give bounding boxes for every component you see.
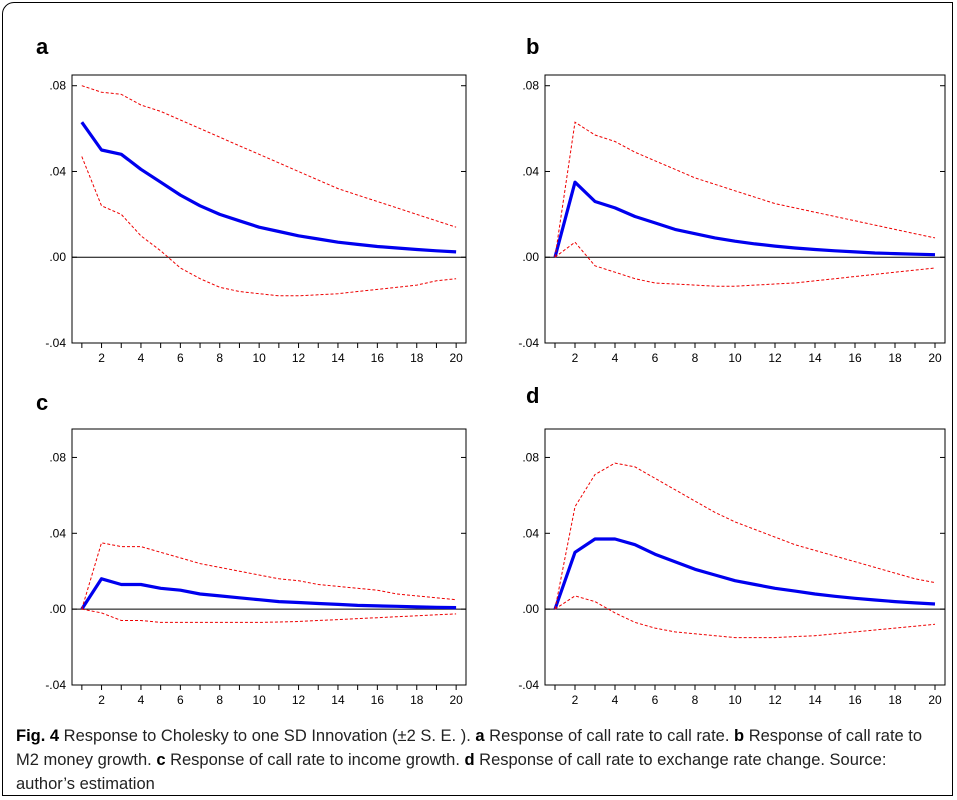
x-tick-label: 6 bbox=[652, 693, 659, 707]
x-tick-label: 20 bbox=[449, 351, 463, 365]
x-tick-label: 2 bbox=[572, 351, 579, 365]
caption-part-a-letter: a bbox=[475, 727, 485, 745]
x-tick-label: 2 bbox=[572, 693, 579, 707]
series-line-lower-c bbox=[81, 608, 457, 623]
x-tick-label: 20 bbox=[449, 693, 463, 707]
caption-part-c-letter: c bbox=[156, 751, 166, 769]
panel-label-c: c bbox=[36, 390, 48, 415]
y-tick-label: .00 bbox=[49, 250, 66, 264]
caption-part-b-text: Response of call rate to M2 money growth… bbox=[16, 727, 923, 769]
x-tick-label: 14 bbox=[331, 693, 345, 707]
plot-frame-d bbox=[544, 428, 946, 686]
caption-part-a-text: Response of call rate to call rate. bbox=[484, 727, 735, 745]
figure-charts: a -.04 .00 .04 .08 2 4 6 8 10 12 14 16 18 20 b -.04 .00 .0… bbox=[36, 34, 946, 707]
y-tick-label: -.04 bbox=[45, 678, 66, 692]
y-tick-label: .08 bbox=[522, 79, 539, 93]
y-tick-label: -.04 bbox=[518, 678, 539, 692]
caption-part-d-letter: d bbox=[464, 751, 475, 769]
x-tick-label: 4 bbox=[612, 351, 619, 365]
plot-frame-c bbox=[71, 428, 467, 686]
chart-panel-d: d -.04 .00 .04 .08 2 4 6 8 10 12 14 16 18 20 bbox=[518, 383, 946, 707]
x-tick-label: 8 bbox=[692, 351, 699, 365]
x-tick-label: 20 bbox=[928, 351, 942, 365]
series-line-lower-d bbox=[554, 595, 936, 639]
panel-label-b: b bbox=[526, 34, 539, 59]
y-tick-label: .08 bbox=[49, 79, 66, 93]
y-tick-label: .04 bbox=[49, 164, 66, 178]
panel-label-a: a bbox=[36, 34, 49, 59]
x-tick-label: 16 bbox=[371, 693, 385, 707]
x-tick-label: 16 bbox=[848, 351, 862, 365]
y-tick-label: .08 bbox=[49, 450, 66, 464]
x-tick-label: 8 bbox=[692, 693, 699, 707]
series-line-upper-c bbox=[81, 542, 457, 610]
x-tick-label: 2 bbox=[98, 351, 105, 365]
x-tick-label: 18 bbox=[888, 693, 902, 707]
figure-caption: Fig. 4 Response to Cholesky to one SD In… bbox=[16, 724, 936, 796]
x-tick-label: 18 bbox=[888, 351, 902, 365]
x-tick-label: 12 bbox=[292, 351, 306, 365]
chart-panel-c: c -.04 .00 .04 .08 2 4 6 8 10 12 14 16 18 20 bbox=[36, 390, 467, 707]
y-tick-label: -.04 bbox=[45, 336, 66, 350]
series-line-lower-a bbox=[81, 156, 457, 297]
series-line-response-b bbox=[553, 180, 936, 258]
series-line-lower-b bbox=[554, 241, 936, 287]
x-tick-label: 4 bbox=[138, 351, 145, 365]
plot-frame-b bbox=[544, 74, 946, 344]
x-tick-label: 2 bbox=[98, 693, 105, 707]
x-tick-label: 10 bbox=[728, 351, 742, 365]
x-tick-label: 14 bbox=[331, 351, 345, 365]
x-tick-label: 10 bbox=[252, 351, 266, 365]
x-tick-label: 12 bbox=[768, 351, 782, 365]
x-tick-label: 16 bbox=[848, 693, 862, 707]
x-tick-label: 16 bbox=[371, 351, 385, 365]
x-tick-label: 10 bbox=[252, 693, 266, 707]
y-tick-label: .00 bbox=[522, 602, 539, 616]
x-tick-label: 6 bbox=[177, 693, 184, 707]
x-tick-label: 10 bbox=[728, 693, 742, 707]
x-tick-label: 4 bbox=[612, 693, 619, 707]
y-tick-label: -.04 bbox=[518, 336, 539, 350]
x-tick-label: 14 bbox=[808, 351, 822, 365]
series-line-upper-d bbox=[554, 462, 936, 610]
series-line-response-c bbox=[80, 577, 457, 610]
chart-panel-a: a -.04 .00 .04 .08 2 4 6 8 10 12 14 16 18 20 bbox=[36, 34, 467, 365]
caption-fig-label: Fig. 4 bbox=[16, 727, 60, 745]
x-tick-label: 12 bbox=[768, 693, 782, 707]
x-tick-label: 20 bbox=[928, 693, 942, 707]
panel-label-d: d bbox=[526, 383, 539, 408]
y-tick-label: .00 bbox=[522, 250, 539, 264]
y-tick-label: .00 bbox=[49, 602, 66, 616]
x-tick-label: 8 bbox=[216, 351, 223, 365]
caption-part-b-letter: b bbox=[734, 727, 745, 745]
x-tick-label: 8 bbox=[216, 693, 223, 707]
caption-intro: Response to Cholesky to one SD Innovatio… bbox=[59, 727, 476, 745]
series-line-upper-a bbox=[81, 85, 457, 228]
x-tick-label: 4 bbox=[138, 693, 145, 707]
y-tick-label: .08 bbox=[522, 450, 539, 464]
y-tick-label: .04 bbox=[522, 526, 539, 540]
y-tick-label: .04 bbox=[522, 164, 539, 178]
x-tick-label: 6 bbox=[652, 351, 659, 365]
series-line-response-a bbox=[80, 121, 457, 254]
x-tick-label: 18 bbox=[410, 351, 424, 365]
plot-frame-a bbox=[71, 74, 467, 344]
y-tick-label: .04 bbox=[49, 526, 66, 540]
x-tick-label: 14 bbox=[808, 693, 822, 707]
caption-part-d-text: Response of call rate to exchange rate c… bbox=[16, 751, 887, 793]
caption-part-c-text: Response of call rate to income growth. bbox=[165, 751, 465, 769]
x-tick-label: 18 bbox=[410, 693, 424, 707]
series-line-upper-b bbox=[554, 121, 936, 258]
x-tick-label: 12 bbox=[292, 693, 306, 707]
series-line-response-d bbox=[553, 537, 936, 610]
chart-panel-b: b -.04 .00 .04 .08 2 4 6 8 10 12 14 16 18 20 bbox=[518, 34, 946, 365]
x-tick-label: 6 bbox=[177, 351, 184, 365]
